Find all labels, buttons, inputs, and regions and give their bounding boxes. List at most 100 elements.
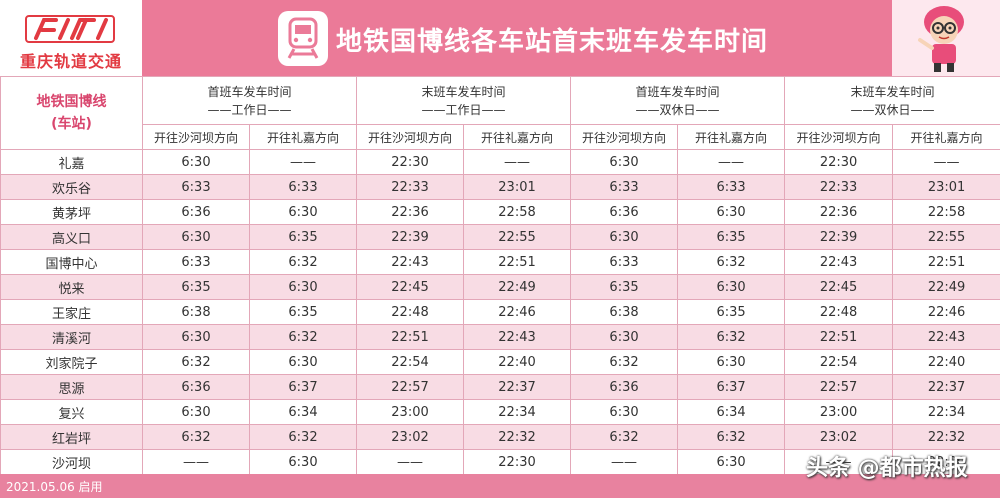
- station-name: 黄茅坪: [0, 199, 143, 225]
- time-cell: ——: [677, 149, 786, 175]
- time-cell: 6:32: [248, 424, 358, 450]
- timetable-body: 礼嘉 6:30 —— 22:30 —— 6:30 —— 22:30 —— 欢乐谷 6:33 6:33 2…: [0, 149, 1000, 475]
- time-cell: 6:33: [248, 174, 358, 200]
- group-subtitle: ——工作日——: [207, 102, 292, 117]
- time-cell: 23:02: [356, 424, 465, 450]
- direction-header: 开往礼嘉方向: [248, 124, 358, 150]
- station-name: 国博中心: [0, 249, 143, 275]
- time-cell: 6:37: [248, 374, 358, 400]
- group-title: 首班车发车时间: [635, 84, 720, 99]
- metro-train-icon: [278, 11, 328, 66]
- time-cell: 6:33: [570, 174, 679, 200]
- station-name: 王家庄: [0, 299, 143, 325]
- time-cell: 6:37: [677, 374, 786, 400]
- time-cell: 6:36: [570, 199, 679, 225]
- time-cell: 6:32: [570, 424, 679, 450]
- time-cell: ——: [356, 449, 465, 475]
- station-header-line: (车站): [51, 116, 92, 132]
- table-row: 高义口 6:30 6:35 22:39 22:55 6:30 6:35 22:39 22:55: [0, 224, 1000, 250]
- table-row: 国博中心 6:33 6:32 22:43 22:51 6:33 6:32 22:43 22:51: [0, 249, 1000, 275]
- station-name: 思源: [0, 374, 143, 400]
- time-cell: 22:39: [356, 224, 465, 250]
- direction-header: 开往礼嘉方向: [463, 124, 572, 150]
- group-title: 末班车发车时间: [850, 84, 935, 99]
- time-cell: 6:30: [142, 399, 250, 425]
- time-cell: 6:34: [677, 399, 786, 425]
- time-cell: 22:39: [784, 224, 894, 250]
- time-cell: 22:40: [892, 349, 1000, 375]
- time-cell: 22:57: [356, 374, 465, 400]
- title-band: [142, 0, 892, 76]
- station-name: 复兴: [0, 399, 143, 425]
- time-cell: 22:43: [784, 249, 894, 275]
- time-cell: 22:51: [463, 249, 572, 275]
- time-cell: ——: [570, 449, 679, 475]
- time-cell: 6:35: [248, 224, 358, 250]
- page-title: 地铁国博线各车站首末班车发车时间: [336, 27, 769, 57]
- group-title: 首班车发车时间: [207, 84, 292, 99]
- time-cell: 22:34: [463, 399, 572, 425]
- time-cell: 22:40: [463, 349, 572, 375]
- table-row: 红岩坪 6:32 6:32 23:02 22:32 6:32 6:32 23:02 22:32: [0, 424, 1000, 450]
- time-cell: 22:55: [463, 224, 572, 250]
- time-cell: 6:35: [142, 274, 250, 300]
- time-cell: 6:35: [677, 224, 786, 250]
- time-cell: 6:32: [248, 324, 358, 350]
- time-cell: 6:30: [142, 224, 250, 250]
- time-cell: 6:35: [248, 299, 358, 325]
- mascot-character-icon: [892, 0, 1000, 76]
- group-subtitle: ——双休日——: [850, 102, 935, 117]
- direction-header: 开往沙河坝方向: [142, 124, 250, 150]
- time-cell: 23:02: [784, 424, 894, 450]
- time-cell: 22:33: [356, 174, 465, 200]
- time-cell: 22:58: [463, 199, 572, 225]
- time-cell: 6:33: [677, 174, 786, 200]
- header: 重庆轨道交通 地铁国博线各车站首末班车发车时间: [0, 0, 1000, 76]
- time-cell: ——: [463, 149, 572, 175]
- time-cell: 6:32: [677, 324, 786, 350]
- direction-header: 开往沙河坝方向: [784, 124, 894, 150]
- time-cell: 6:33: [570, 249, 679, 275]
- station-name: 礼嘉: [0, 149, 143, 175]
- time-cell: 22:51: [784, 324, 894, 350]
- logo-text: 重庆轨道交通: [20, 52, 123, 71]
- time-cell: 22:32: [892, 424, 1000, 450]
- time-cell: 22:46: [892, 299, 1000, 325]
- direction-header: 开往沙河坝方向: [570, 124, 679, 150]
- effective-date: 2021.05.06 启用: [6, 480, 103, 494]
- timetable: 地铁国博线 (车站) 首班车发车时间 ——工作日—— 末班车发车时间 ——工作日…: [0, 76, 1000, 475]
- cqrt-logo-icon: [25, 15, 115, 43]
- table-row: 黄茅坪 6:36 6:30 22:36 22:58 6:36 6:30 22:36 22:58: [0, 199, 1000, 225]
- time-cell: 22:55: [892, 224, 1000, 250]
- group-header: 末班车发车时间 ——工作日——: [356, 76, 572, 125]
- time-cell: 6:30: [142, 149, 250, 175]
- time-cell: 22:49: [463, 274, 572, 300]
- time-cell: ——: [892, 149, 1000, 175]
- time-cell: 22:49: [892, 274, 1000, 300]
- station-header-line: 地铁国博线: [36, 94, 107, 110]
- time-cell: 6:32: [677, 424, 786, 450]
- time-cell: 22:37: [892, 374, 1000, 400]
- time-cell: 6:36: [142, 374, 250, 400]
- time-cell: 23:00: [784, 399, 894, 425]
- time-cell: 23:01: [892, 174, 1000, 200]
- time-cell: 22:46: [463, 299, 572, 325]
- time-cell: 22:48: [356, 299, 465, 325]
- time-cell: 22:30: [784, 149, 894, 175]
- time-cell: 6:33: [142, 174, 250, 200]
- time-cell: 6:32: [142, 424, 250, 450]
- table-row: 礼嘉 6:30 —— 22:30 —— 6:30 —— 22:30 ——: [0, 149, 1000, 175]
- time-cell: 6:30: [248, 349, 358, 375]
- time-cell: 22:30: [463, 449, 572, 475]
- time-cell: 22:30: [356, 149, 465, 175]
- time-cell: 22:43: [892, 324, 1000, 350]
- time-cell: 22:30: [892, 449, 1000, 475]
- station-name: 清溪河: [0, 324, 143, 350]
- time-cell: 22:36: [784, 199, 894, 225]
- table-row: 王家庄 6:38 6:35 22:48 22:46 6:38 6:35 22:48 22:46: [0, 299, 1000, 325]
- table-row: 清溪河 6:30 6:32 22:51 22:43 6:30 6:32 22:51 22:43: [0, 324, 1000, 350]
- time-cell: 22:43: [463, 324, 572, 350]
- time-cell: 6:33: [142, 249, 250, 275]
- time-cell: 22:45: [356, 274, 465, 300]
